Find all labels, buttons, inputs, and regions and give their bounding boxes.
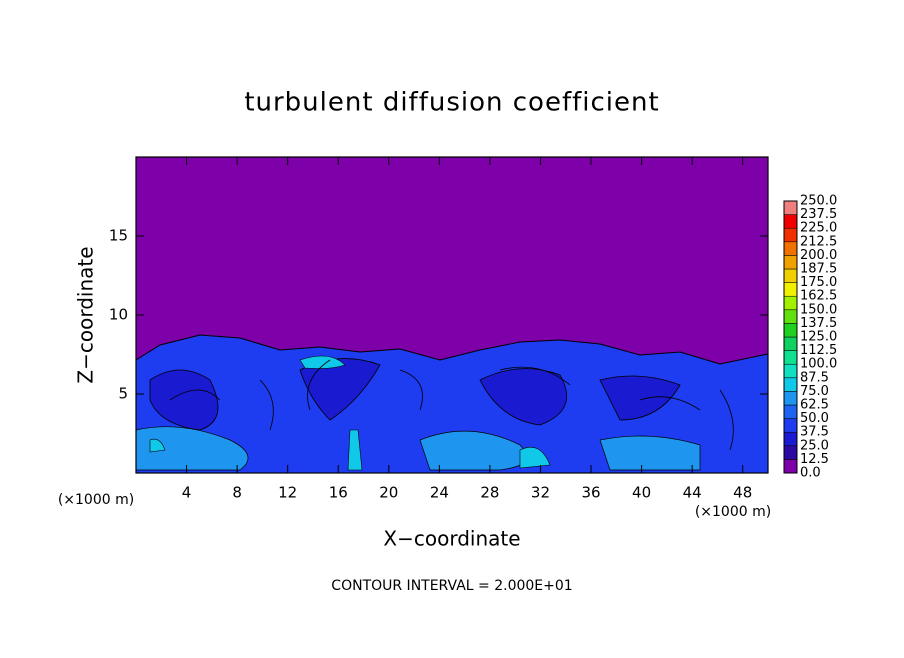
colorbar-label: 62.5 (800, 398, 829, 413)
colorbar-segment (783, 200, 798, 215)
y-tick-label: 15 (109, 227, 128, 245)
chart-title: turbulent diffusion coefficient (244, 88, 659, 118)
colorbar-segment (783, 459, 798, 474)
x-tick-label: 4 (182, 484, 192, 502)
x-tick-label: 16 (329, 484, 348, 502)
colorbar-segment (783, 214, 798, 229)
y-axis-label: Z−coordinate (74, 246, 98, 383)
colorbar-label: 0.0 (800, 466, 821, 481)
colorbar-label: 162.5 (800, 289, 837, 304)
colorbar-segment (783, 309, 798, 324)
colorbar-label: 200.0 (800, 248, 837, 263)
x-unit: (×1000 m) (58, 492, 134, 508)
colorbar-segment (783, 445, 798, 460)
colorbar-segment (783, 268, 798, 283)
colorbar-label: 150.0 (800, 302, 837, 317)
colorbar-label: 225.0 (800, 221, 837, 236)
colorbar-frame (783, 200, 798, 474)
colorbar-segment (783, 336, 798, 351)
colorbar-segment (783, 241, 798, 256)
colorbar-segment (783, 363, 798, 379)
colorbar-label: 137.5 (800, 316, 837, 331)
colorbar-segment (783, 350, 798, 365)
colorbar-segment (783, 418, 798, 433)
y-tick-label: 10 (109, 306, 128, 324)
x-tick-label: 24 (430, 484, 449, 502)
colorbar-label: 125.0 (800, 330, 837, 345)
x-tick-label: 48 (733, 484, 752, 502)
colorbar-label: 87.5 (800, 370, 829, 385)
x-unit: (×1000 m) (695, 504, 771, 520)
colorbar-label: 237.5 (800, 207, 837, 222)
colorbar-segment (783, 323, 798, 338)
bright-region (135, 426, 701, 471)
x-tick-label: 32 (531, 484, 550, 502)
colorbar-label: 25.0 (800, 438, 829, 453)
colorbar-label: 12.5 (800, 452, 829, 467)
colorbar-segment (783, 391, 798, 406)
colorbar-segment (783, 227, 798, 243)
x-tick-label: 20 (379, 484, 398, 502)
colorbar-label: 112.5 (800, 343, 837, 358)
colorbar-label: 100.0 (800, 357, 837, 372)
colorbar-label: 212.5 (800, 234, 837, 249)
footer-note: CONTOUR INTERVAL = 2.000E+01 (331, 578, 572, 594)
x-tick-label: 44 (683, 484, 702, 502)
colorbar-label: 250.0 (800, 194, 837, 209)
colorbar-label: 187.5 (800, 262, 837, 277)
colorbar-label: 175.0 (800, 275, 837, 290)
field (135, 157, 769, 474)
x-tick-label: 8 (232, 484, 242, 502)
colorbar-segment (783, 404, 798, 419)
y-tick-label: 5 (118, 385, 128, 403)
contour-lines (169, 359, 734, 451)
colorbar-segment (783, 295, 798, 311)
colorbar-label: 37.5 (800, 425, 829, 440)
x-axis-label: X−coordinate (383, 527, 520, 551)
colorbar-segment (783, 282, 798, 297)
x-tick-label: 12 (278, 484, 297, 502)
dark-region (149, 358, 681, 431)
colorbar-label: 75.0 (800, 384, 829, 399)
x-tick-label: 40 (632, 484, 651, 502)
cyan-streaks (149, 355, 551, 471)
colorbar-segment (783, 431, 798, 447)
x-tick-label: 28 (480, 484, 499, 502)
colorbar-segment (783, 377, 798, 392)
colorbar-segment (783, 255, 798, 270)
colorbar-label: 50.0 (800, 411, 829, 426)
x-tick-label: 36 (581, 484, 600, 502)
